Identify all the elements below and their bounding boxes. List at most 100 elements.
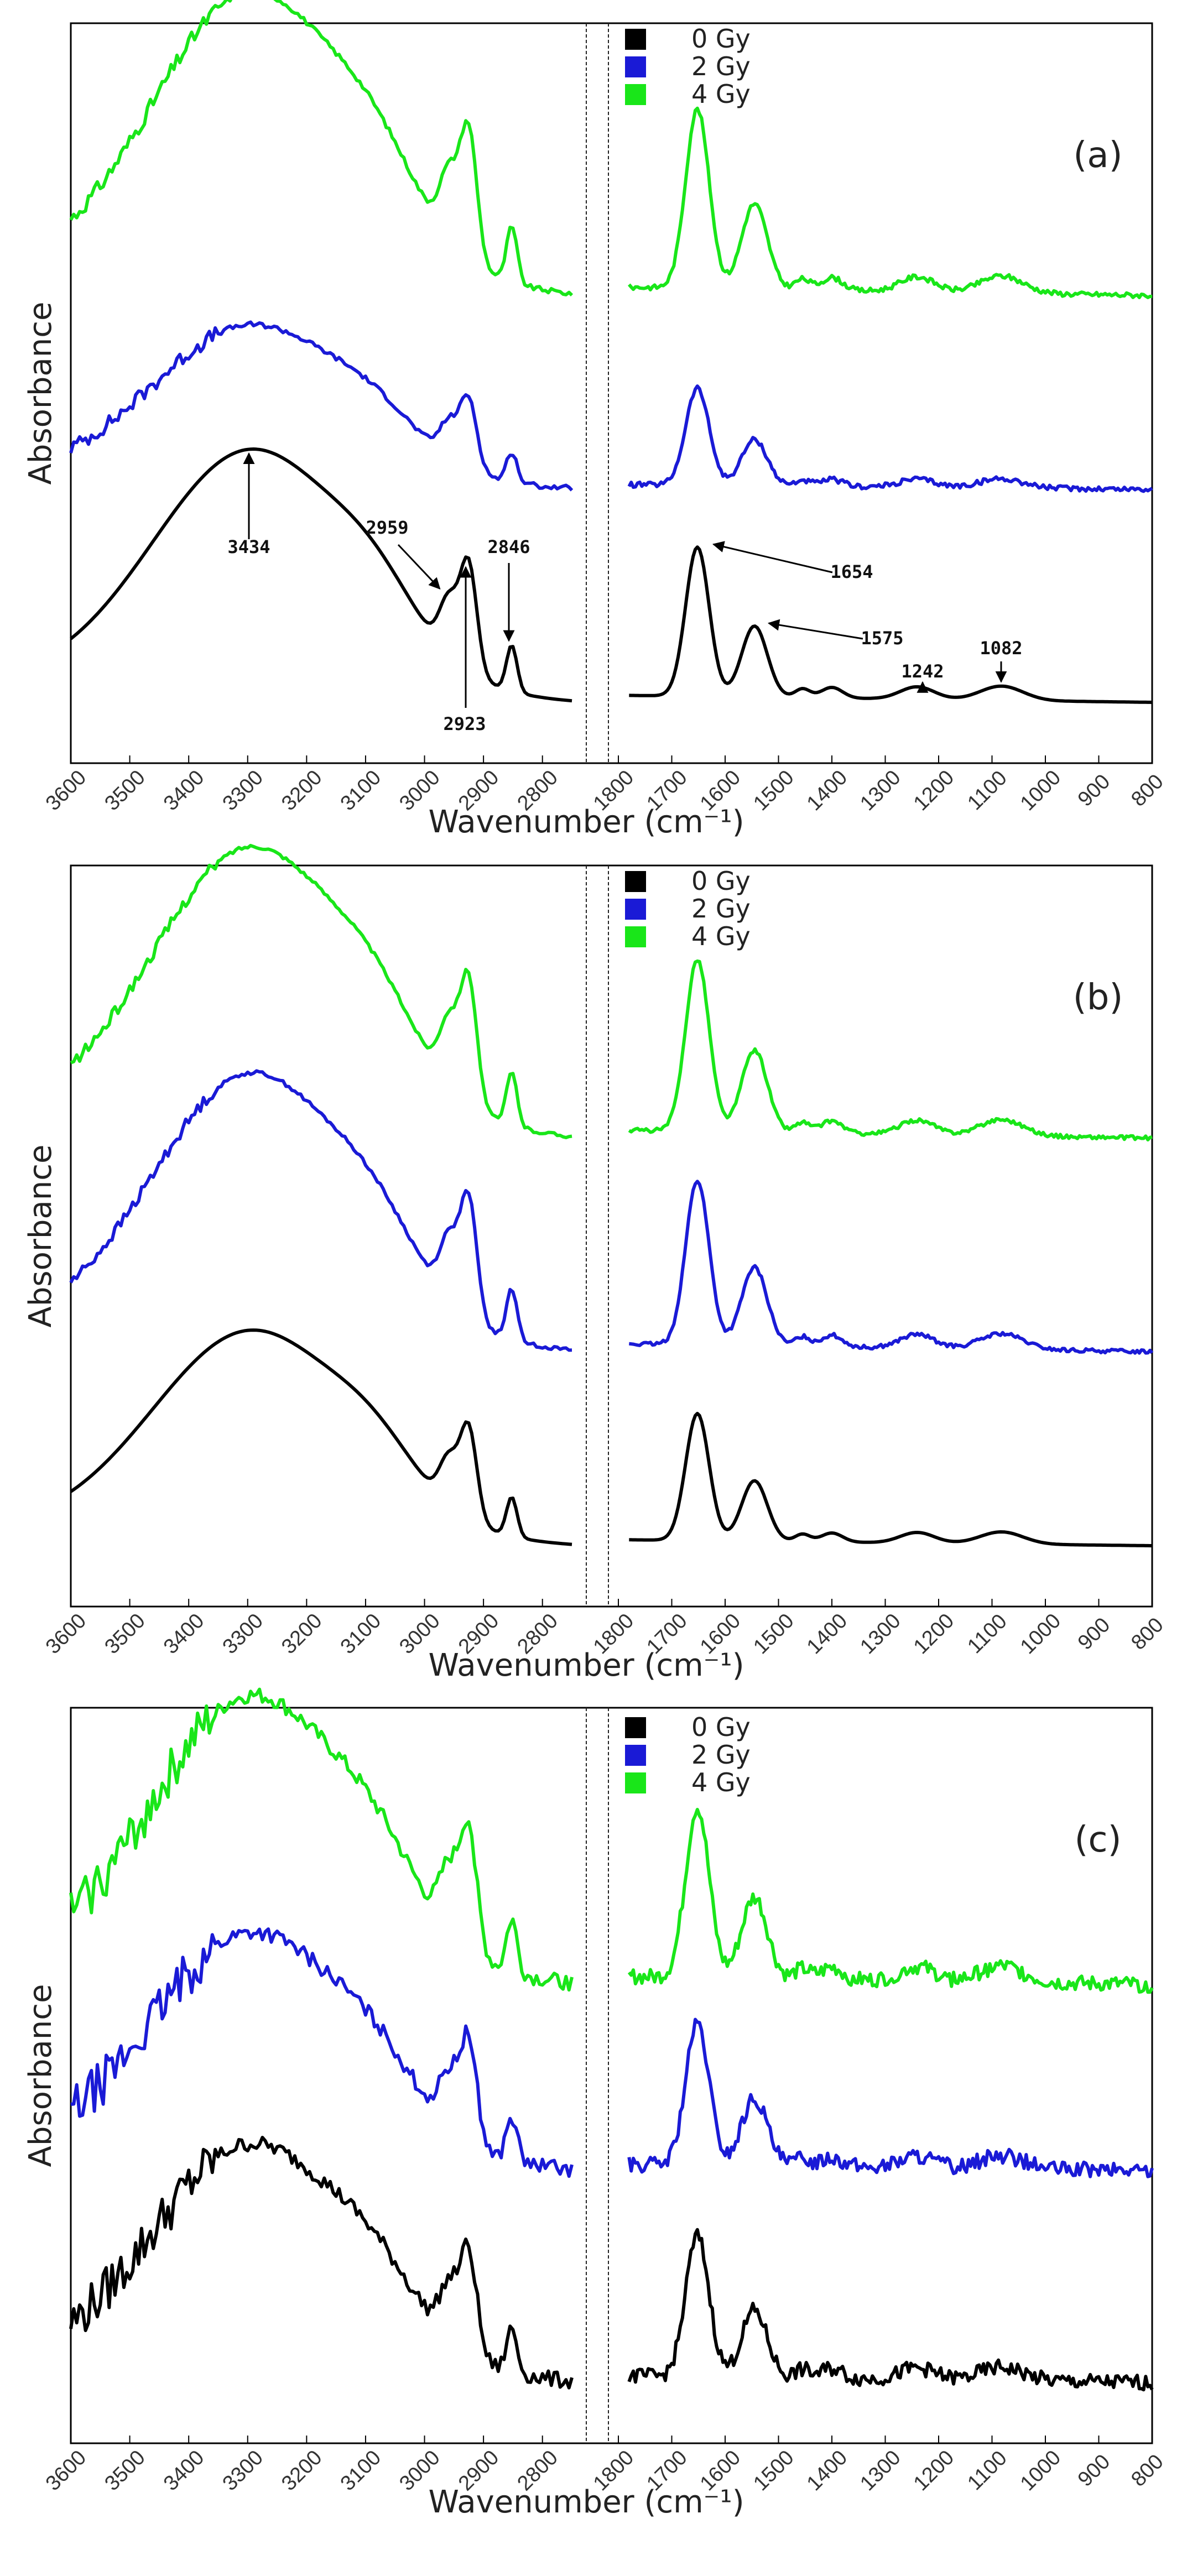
x-tick-label: 3300 [218, 1609, 268, 1659]
x-tick-label: 3400 [159, 1609, 209, 1659]
x-tick-label: 1100 [963, 766, 1011, 815]
series-line-0-gy-right [627, 2228, 1154, 2392]
x-tick-label: 3500 [100, 766, 149, 815]
peak-annotation-label: 3434 [227, 536, 270, 557]
series-line-4-gy-right [627, 1808, 1154, 1994]
series-line-0-gy-left [70, 1328, 572, 1546]
x-tick-label: 800 [1127, 2450, 1168, 2491]
chart-panel-3: 3600 3500 3400 3300 3200 3100 3000 2900 2800 1800… [23, 1687, 1168, 2520]
x-tick-label: 1000 [1016, 2446, 1065, 2495]
x-tick-label: 3500 [100, 2446, 149, 2495]
legend-label: 2 Gy [691, 894, 751, 924]
series-line-2-gy-right [627, 384, 1153, 493]
y-axis-title: Absorbance [23, 302, 59, 485]
y-axis-title: Absorbance [23, 1145, 59, 1328]
legend-label: 0 Gy [691, 1712, 751, 1742]
annotation-arrow [712, 541, 833, 573]
series-line-0-gy-left [70, 447, 572, 703]
legend-swatch [625, 926, 646, 947]
x-tick-label: 3100 [336, 766, 386, 815]
x-tick-label: 3300 [218, 2446, 268, 2495]
peak-annotation-label: 2846 [487, 536, 530, 557]
x-tick-label: 1000 [1016, 766, 1065, 815]
series-line-0-gy-right [629, 1411, 1152, 1547]
x-tick-label: 900 [1074, 1613, 1115, 1655]
x-tick-label: 1300 [856, 766, 905, 815]
x-tick-label: 1100 [963, 1610, 1011, 1658]
panel-label: (b) [1073, 977, 1123, 1018]
plot-frame [70, 1707, 1153, 2444]
legend-swatch [625, 84, 646, 105]
series-line-2-gy-right [627, 2017, 1154, 2178]
legend-swatch [625, 56, 646, 77]
legend-label: 4 Gy [691, 921, 751, 951]
annotation-arrow [767, 619, 863, 640]
legend-label: 2 Gy [691, 1740, 751, 1770]
series-line-0-gy-left [69, 2136, 574, 2390]
annotation-arrow [397, 544, 441, 590]
peak-annotation-label: 1242 [901, 661, 944, 682]
x-tick-label: 3300 [218, 766, 268, 815]
x-tick-label: 3200 [277, 2446, 326, 2495]
x-tick-label: 1500 [749, 1609, 798, 1659]
peak-annotation-label: 1082 [980, 638, 1022, 659]
chart-panel-1: 3600 3500 3400 3300 3200 3100 3000 2900 2800 1800… [23, 0, 1168, 840]
x-tick-label: 800 [1127, 1613, 1168, 1655]
x-tick-label: 1400 [803, 2446, 852, 2495]
x-tick-label: 1500 [749, 766, 798, 815]
x-tick-label: 1400 [803, 1609, 852, 1659]
peak-annotation-label: 1575 [861, 628, 903, 649]
plot-frame [70, 864, 1153, 1608]
peak-annotation-label: 2923 [443, 713, 486, 734]
x-tick-label: 3600 [41, 2446, 91, 2495]
series-line-2-gy-right [629, 1180, 1154, 1355]
legend-label: 2 Gy [691, 51, 751, 81]
plot-frame [70, 22, 1153, 764]
legend-label: 0 Gy [691, 24, 751, 54]
x-tick-label: 3200 [277, 1609, 326, 1659]
legend-swatch [625, 1717, 646, 1738]
x-tick-label: 1200 [909, 2446, 959, 2495]
x-tick-label: 1000 [1016, 1609, 1065, 1659]
peak-annotation-label: 1654 [830, 561, 873, 582]
x-tick-label: 1100 [963, 2447, 1011, 2495]
x-tick-label: 3600 [41, 766, 91, 815]
legend-label: 4 Gy [691, 1767, 751, 1797]
series-line-4-gy-right [628, 959, 1153, 1141]
x-tick-label: 3100 [336, 2446, 386, 2495]
x-tick-label: 1200 [909, 766, 959, 815]
x-tick-label: 1300 [856, 1609, 905, 1659]
x-tick-label: 1200 [909, 1609, 959, 1659]
chart-panel-2: 3600 3500 3400 3300 3200 3100 3000 2900 2800 1800… [23, 843, 1168, 1683]
x-tick-label: 1300 [856, 2446, 905, 2495]
series-line-2-gy-left [69, 1069, 572, 1352]
series-line-4-gy-left [69, 1687, 574, 1992]
series-line-4-gy-right [628, 106, 1152, 299]
peak-annotation-label: 2959 [366, 517, 408, 538]
x-axis-title: Wavenumber (cm⁻¹) [428, 804, 744, 840]
panel-label: (c) [1074, 1819, 1121, 1860]
x-tick-label: 1400 [803, 766, 852, 815]
legend-swatch [625, 1745, 646, 1766]
legend-swatch [625, 29, 646, 50]
legend-label: 0 Gy [691, 866, 751, 896]
x-tick-label: 3400 [159, 766, 209, 815]
x-tick-label: 900 [1074, 770, 1115, 811]
legend-label: 4 Gy [691, 79, 751, 109]
x-tick-label: 1500 [749, 2446, 798, 2495]
y-axis-title: Absorbance [23, 1984, 59, 2167]
legend-swatch [625, 899, 646, 920]
legend-swatch [625, 1772, 646, 1793]
x-tick-label: 3500 [100, 1609, 149, 1659]
x-tick-label: 3200 [277, 766, 326, 815]
series-line-4-gy-left [69, 0, 574, 297]
x-tick-label: 800 [1127, 770, 1168, 811]
panel-label: (a) [1073, 135, 1122, 176]
x-tick-label: 3600 [41, 1609, 91, 1659]
x-tick-label: 3100 [336, 1609, 386, 1659]
legend-swatch [625, 871, 646, 892]
series-line-2-gy-left [70, 1927, 574, 2178]
series-line-4-gy-left [70, 843, 572, 1139]
series-line-2-gy-left [69, 320, 574, 492]
